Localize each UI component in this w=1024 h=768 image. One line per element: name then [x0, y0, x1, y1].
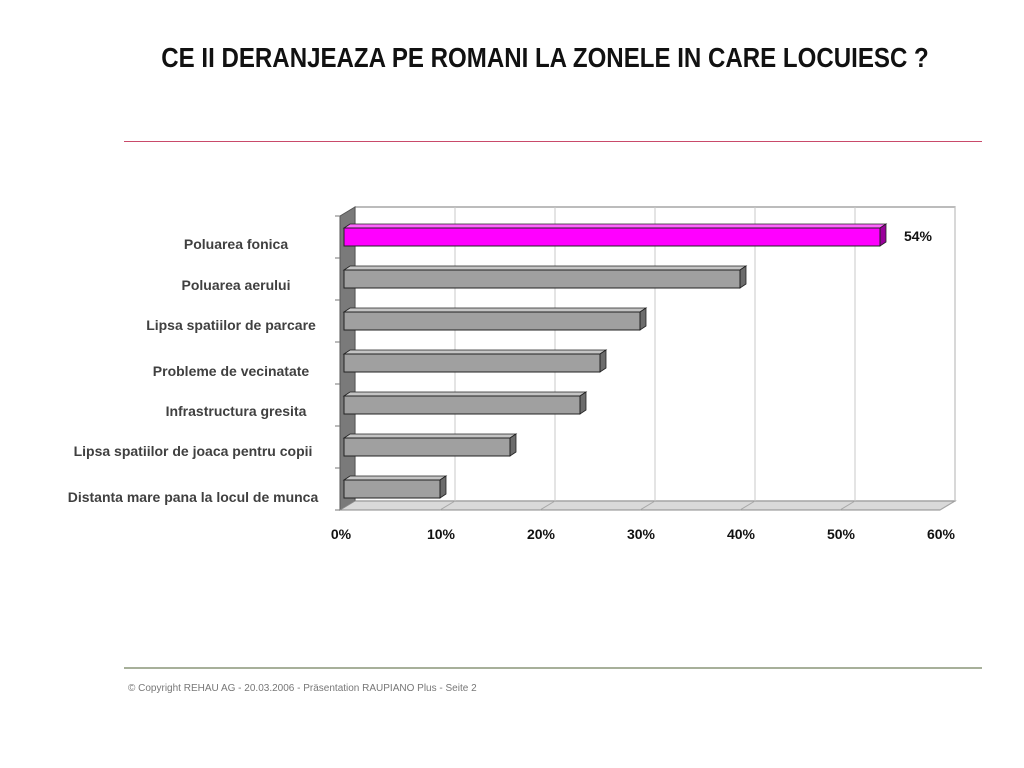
- floor-gridline: [739, 500, 756, 511]
- x-tick-label: 40%: [727, 526, 756, 542]
- x-tick-label: 50%: [827, 526, 856, 542]
- chart-data-labels: 54%: [904, 228, 933, 244]
- category-label: Poluarea fonica: [184, 236, 288, 252]
- category-label: Distanta mare pana la locul de munca: [68, 489, 319, 505]
- slide-title: CE II DERANJEAZA PE ROMANI LA ZONELE IN …: [161, 42, 929, 73]
- bar-front-face: [343, 479, 441, 499]
- x-tick-label: 60%: [927, 526, 956, 542]
- bar-end-face: [639, 307, 647, 331]
- bar-end-face: [739, 265, 747, 289]
- bar: [342, 475, 448, 499]
- chart-category-labels: Poluarea fonica Poluarea aerului Lipsa spa…: [68, 236, 319, 505]
- bar-front-face: [343, 437, 511, 457]
- bar: [342, 391, 588, 415]
- floor-gridline: [839, 500, 856, 511]
- bar-top-face: [342, 349, 608, 355]
- bar-front-face: [343, 227, 881, 247]
- category-label: Probleme de vecinatate: [153, 363, 310, 379]
- category-label: Lipsa spatiilor de parcare: [146, 317, 316, 333]
- floor-gridline: [939, 500, 956, 511]
- chart-x-tick-labels: 0% 10% 20% 30% 40% 50% 60%: [331, 526, 956, 542]
- bar-front-face: [343, 269, 741, 289]
- bar-front-face: [343, 353, 601, 373]
- bar-top-face: [342, 391, 588, 397]
- x-tick-label: 30%: [627, 526, 656, 542]
- bar-top-face: [342, 475, 448, 481]
- bar-front-face: [343, 395, 581, 415]
- top-divider: [124, 141, 982, 142]
- category-label: Poluarea aerului: [182, 277, 291, 293]
- bar-end-face: [579, 391, 587, 415]
- category-label: Lipsa spatiilor de joaca pentru copii: [74, 443, 313, 459]
- floor-gridline: [639, 500, 656, 511]
- bar-top-face: [342, 265, 748, 271]
- bar-top-face: [342, 433, 518, 439]
- category-label: Infrastructura gresita: [166, 403, 307, 419]
- bar-end-face: [509, 433, 517, 457]
- bar-end-face: [879, 223, 887, 247]
- bar: [342, 307, 648, 331]
- floor-gridline: [439, 500, 456, 511]
- bar: [342, 265, 748, 289]
- bar-top-face: [342, 223, 888, 229]
- bar-top-face: [342, 307, 648, 313]
- bar: [342, 433, 518, 457]
- x-tick-label: 0%: [331, 526, 352, 542]
- bar: [342, 223, 888, 247]
- chart-bars: [342, 223, 888, 499]
- bar-front-face: [343, 311, 641, 331]
- floor-gridline: [539, 500, 556, 511]
- data-label: 54%: [904, 228, 933, 244]
- bar-end-face: [599, 349, 607, 373]
- x-tick-label: 10%: [427, 526, 456, 542]
- bar: [342, 349, 608, 373]
- bottom-divider: [124, 667, 982, 669]
- bar-end-face: [439, 475, 447, 499]
- x-tick-label: 20%: [527, 526, 556, 542]
- slide-footer: © Copyright REHAU AG - 20.03.2006 - Präs…: [128, 683, 477, 694]
